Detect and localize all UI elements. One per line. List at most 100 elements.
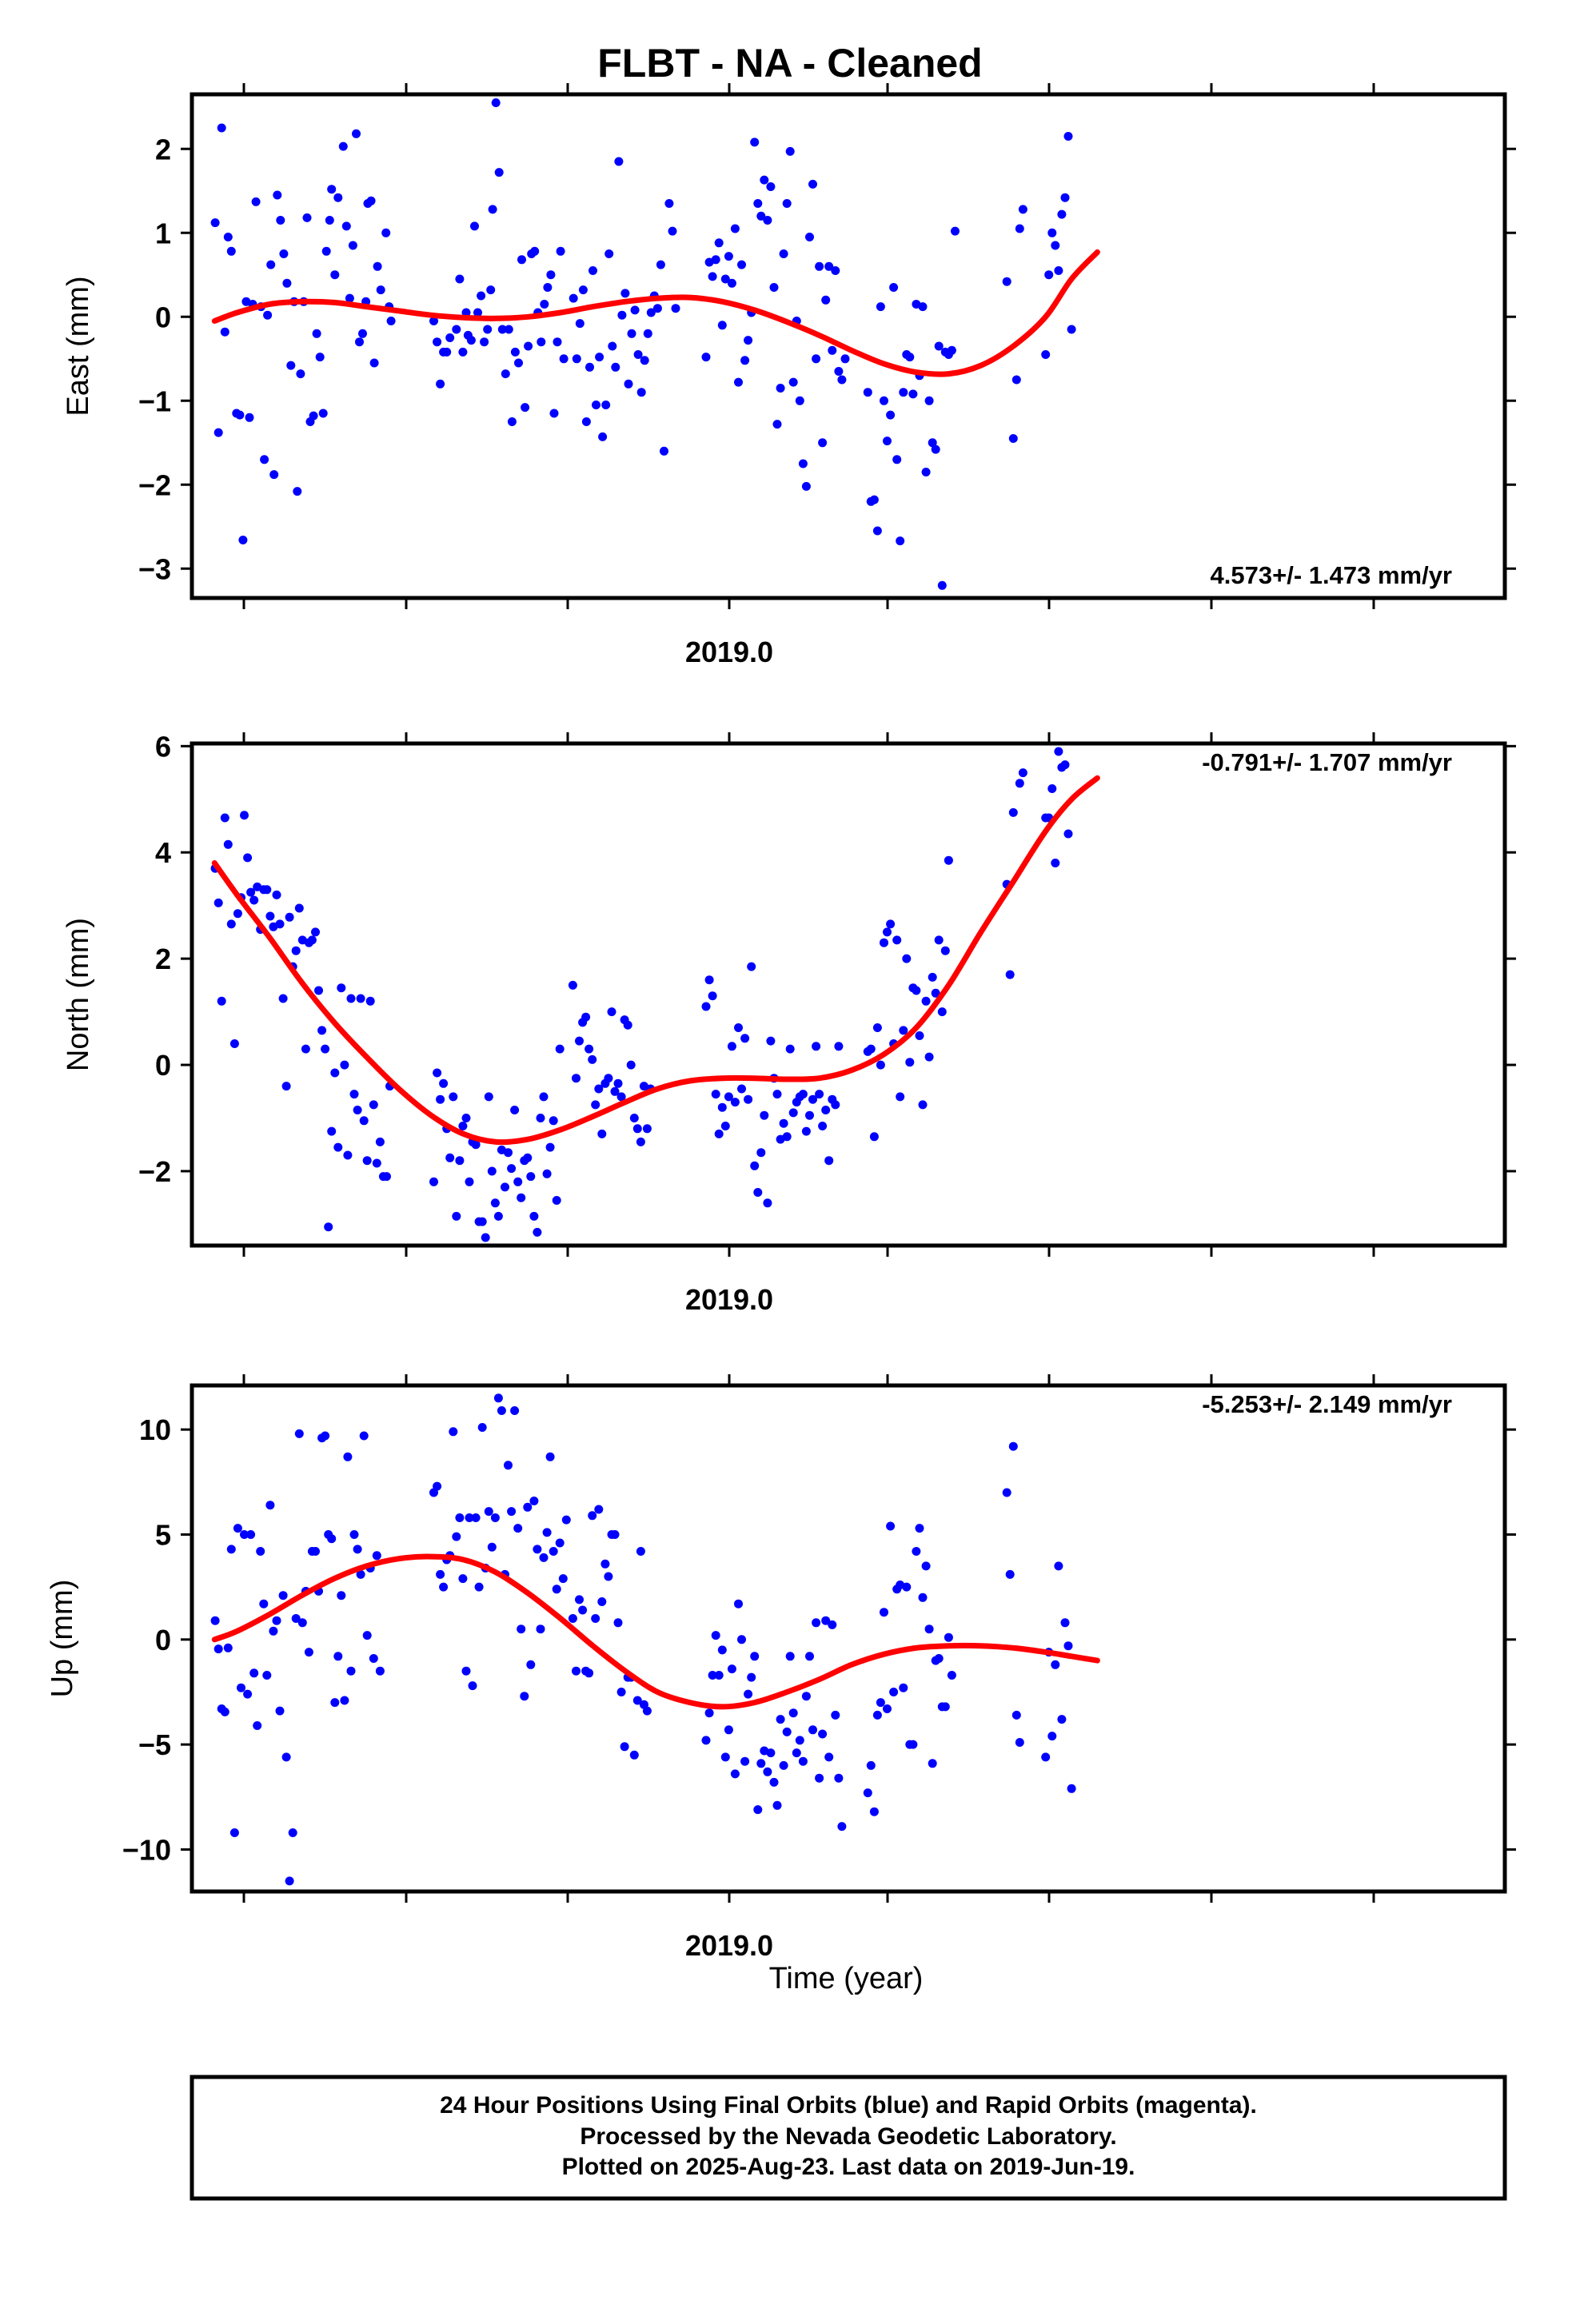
up-data-point <box>561 1515 571 1525</box>
up-data-point <box>294 1429 304 1438</box>
east-data-point <box>808 179 817 189</box>
up-rate-label: -5.253+/- 2.149 mm/yr <box>1202 1390 1452 1418</box>
up-data-point <box>744 1689 753 1699</box>
up-data-point <box>724 1725 733 1735</box>
east-data-point <box>318 409 328 418</box>
up-data-point <box>545 1452 555 1461</box>
up-data-point <box>708 1671 717 1680</box>
north-data-point <box>433 1068 442 1078</box>
east-data-point <box>701 353 711 362</box>
up-data-point <box>1041 1752 1051 1762</box>
east-x-tick-label: 2019.0 <box>685 636 773 668</box>
up-data-point <box>237 1683 245 1692</box>
north-data-point <box>523 1153 533 1162</box>
east-data-point <box>604 249 614 258</box>
up-data-point <box>828 1620 837 1629</box>
up-data-point <box>908 1740 918 1749</box>
east-data-point <box>213 428 223 437</box>
up-data-point <box>921 1561 931 1571</box>
east-data-point <box>869 495 879 504</box>
east-data-point <box>828 345 837 355</box>
up-data-point <box>452 1532 461 1541</box>
east-data-point <box>293 487 302 496</box>
north-data-point <box>937 1007 947 1017</box>
east-data-point <box>831 266 840 275</box>
east-y-tick-label: 1 <box>155 217 171 249</box>
east-data-point <box>1008 434 1018 443</box>
east-data-point <box>330 270 340 280</box>
up-data-point <box>226 1545 236 1554</box>
east-plot-frame <box>190 92 1507 600</box>
north-data-point <box>513 1177 523 1186</box>
east-data-point <box>740 356 750 365</box>
east-data-point <box>341 221 351 231</box>
up-data-point <box>520 1692 529 1701</box>
north-data-point <box>899 1026 908 1035</box>
up-x-tick-label: 2019.0 <box>685 1929 773 1962</box>
up-data-point <box>275 1706 285 1716</box>
north-data-point <box>1008 807 1018 817</box>
up-data-point <box>818 1729 828 1739</box>
up-data-point <box>285 1876 294 1886</box>
north-data-point <box>285 912 294 922</box>
up-data-point <box>831 1710 840 1720</box>
east-y-tick-label: −3 <box>138 552 171 585</box>
up-data-point <box>711 1631 720 1640</box>
east-data-point <box>559 354 569 364</box>
east-data-point <box>937 580 947 590</box>
east-data-point <box>369 358 379 368</box>
north-data-point <box>636 1137 645 1146</box>
east-data-point <box>517 255 526 265</box>
up-data-point <box>578 1605 588 1615</box>
north-data-point <box>604 1074 613 1083</box>
north-data-point <box>918 1100 928 1110</box>
up-data-point <box>333 1652 343 1661</box>
up-data-point <box>779 1760 788 1770</box>
up-data-point <box>642 1706 652 1716</box>
east-data-point <box>896 536 905 546</box>
north-data-point <box>642 1124 652 1134</box>
up-data-point <box>824 1752 834 1762</box>
up-data-point <box>1067 1784 1076 1793</box>
east-data-point <box>575 319 585 329</box>
north-data-point <box>785 1044 795 1054</box>
up-data-point <box>632 1696 642 1705</box>
up-data-point <box>616 1688 626 1696</box>
north-data-point <box>815 1090 824 1099</box>
north-y-tick-label: 2 <box>155 943 171 975</box>
east-data-point <box>1011 375 1021 385</box>
north-data-point <box>327 1126 337 1136</box>
north-data-point <box>701 1002 711 1011</box>
east-data-point <box>589 266 597 275</box>
up-data-point <box>504 1461 513 1470</box>
north-data-point <box>727 1042 736 1051</box>
east-data-point <box>812 354 821 364</box>
east-data-point <box>724 252 733 261</box>
up-data-point <box>604 1572 613 1581</box>
up-data-point <box>536 1624 545 1634</box>
up-data-point <box>924 1624 934 1634</box>
east-data-point <box>480 337 489 347</box>
up-data-point <box>795 1736 804 1745</box>
east-data-point <box>321 246 331 256</box>
north-data-point <box>439 1078 449 1088</box>
north-data-point <box>223 839 233 849</box>
north-data-point <box>924 1052 934 1062</box>
north-data-point <box>801 1126 811 1136</box>
up-data-point <box>340 1696 349 1705</box>
north-data-point <box>734 1023 743 1032</box>
north-data-point <box>896 1092 905 1102</box>
up-data-point <box>243 1689 253 1699</box>
east-data-point <box>611 362 620 372</box>
east-data-point <box>220 327 229 337</box>
east-data-point <box>269 470 279 480</box>
north-data-point <box>324 1222 333 1232</box>
east-data-point <box>872 526 882 536</box>
north-data-point <box>533 1227 542 1237</box>
east-data-point <box>837 375 847 385</box>
up-data-point <box>471 1513 481 1522</box>
north-data-point <box>763 1198 772 1208</box>
up-y-tick-label: 5 <box>155 1518 171 1551</box>
east-data-point <box>358 329 367 338</box>
